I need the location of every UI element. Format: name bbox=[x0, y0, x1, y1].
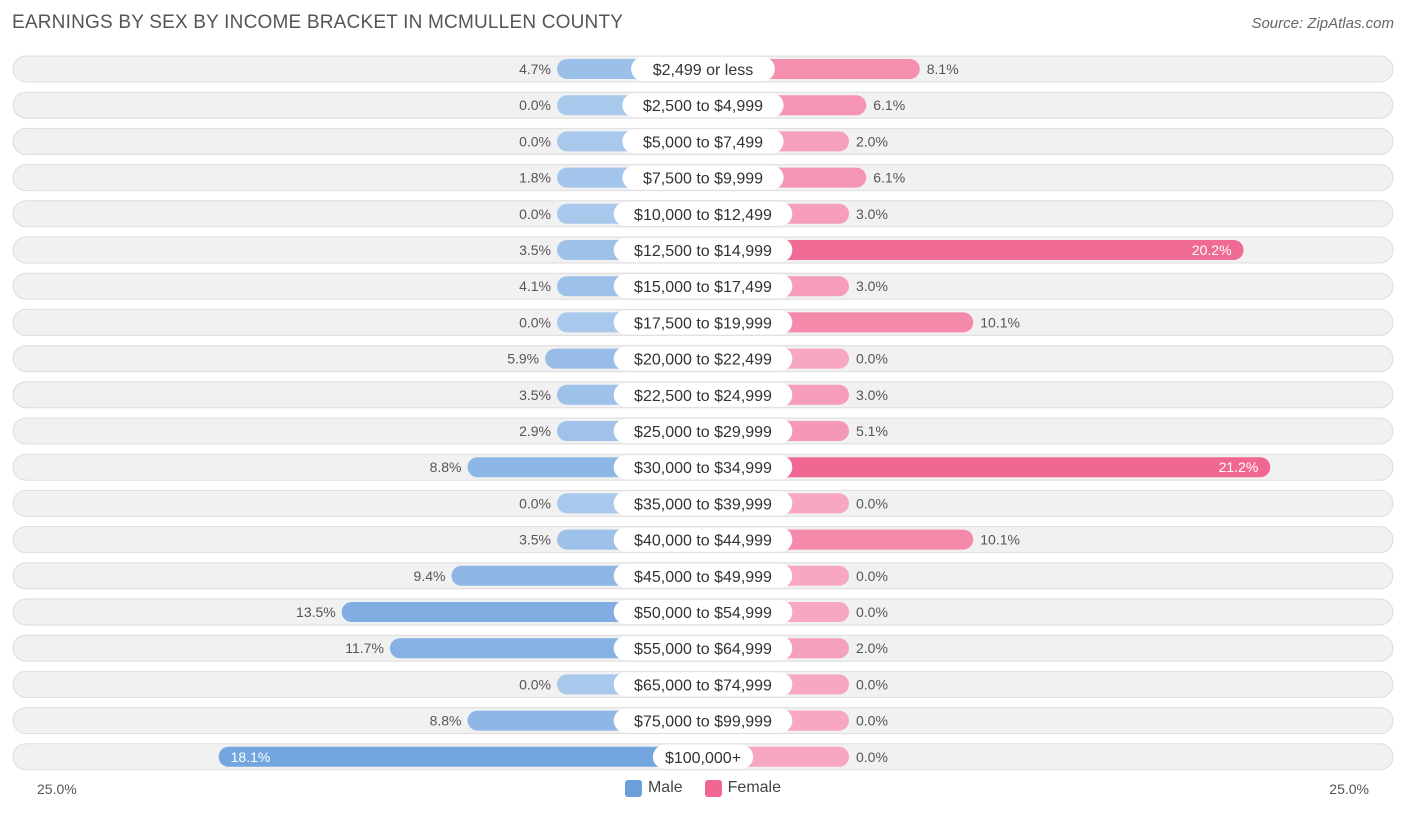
diverging-bar-chart: 4.7% 8.1% $2,499 or less 0.0% 6.1% $2,500 to … bbox=[12, 55, 1394, 771]
category-label: $45,000 to $49,999 bbox=[634, 569, 772, 586]
category-pill bbox=[652, 744, 754, 769]
male-value-label: 9.4% bbox=[414, 568, 446, 584]
female-swatch-icon bbox=[704, 779, 722, 797]
female-value-label: 10.1% bbox=[980, 532, 1020, 548]
male-value-label: 2.9% bbox=[519, 423, 551, 439]
legend: Male Female bbox=[0, 779, 1406, 797]
category-label: $55,000 to $64,999 bbox=[634, 641, 772, 658]
male-value-label: 13.5% bbox=[296, 604, 336, 620]
category-label: $100,000+ bbox=[665, 750, 741, 767]
category-label: $2,499 or less bbox=[653, 62, 754, 79]
category-pill bbox=[613, 600, 793, 624]
category-pill bbox=[613, 382, 793, 407]
female-value-label: 10.1% bbox=[980, 314, 1020, 330]
source-label: Source: ZipAtlas.com bbox=[1251, 15, 1394, 32]
chart-title: EARNINGS BY SEX BY INCOME BRACKET IN MCM… bbox=[12, 12, 624, 33]
male-swatch-icon bbox=[624, 779, 642, 797]
category-label: $15,000 to $17,499 bbox=[634, 279, 772, 296]
male-value-label: 8.8% bbox=[430, 459, 462, 475]
legend-female-label: Female bbox=[727, 779, 782, 796]
category-pill bbox=[613, 672, 793, 697]
category-label: $10,000 to $12,499 bbox=[634, 207, 772, 224]
category-pill bbox=[613, 310, 793, 335]
female-value-label: 3.0% bbox=[856, 387, 888, 403]
male-bar bbox=[341, 602, 703, 622]
category-label: $25,000 to $29,999 bbox=[634, 424, 772, 441]
female-value-label: 21.2% bbox=[1219, 459, 1259, 475]
category-pill bbox=[613, 274, 793, 299]
female-value-label: 2.0% bbox=[856, 640, 888, 656]
female-bar bbox=[703, 457, 1271, 478]
category-label: $30,000 to $34,999 bbox=[634, 460, 772, 477]
male-value-label: 18.1% bbox=[231, 749, 271, 765]
male-value-label: 11.7% bbox=[345, 640, 384, 656]
male-value-label: 0.0% bbox=[519, 206, 551, 222]
category-label: $75,000 to $99,999 bbox=[634, 714, 772, 731]
category-pill bbox=[622, 165, 784, 190]
category-label: $22,500 to $24,999 bbox=[634, 388, 772, 405]
category-pill bbox=[622, 93, 784, 118]
legend-item-female[interactable]: Female bbox=[704, 779, 782, 797]
category-label: $50,000 to $54,999 bbox=[634, 605, 772, 622]
category-pill bbox=[613, 346, 793, 371]
male-value-label: 0.0% bbox=[519, 495, 551, 511]
female-value-label: 0.0% bbox=[856, 351, 888, 367]
category-pill bbox=[613, 201, 793, 226]
category-pill bbox=[622, 129, 784, 154]
female-value-label: 3.0% bbox=[856, 278, 888, 294]
female-value-label: 0.0% bbox=[856, 568, 888, 584]
category-label: $65,000 to $74,999 bbox=[634, 677, 772, 694]
male-value-label: 1.8% bbox=[519, 170, 551, 186]
female-value-label: 3.0% bbox=[856, 206, 888, 222]
male-value-label: 0.0% bbox=[519, 314, 551, 330]
female-value-label: 0.0% bbox=[856, 604, 888, 620]
male-value-label: 3.5% bbox=[519, 387, 551, 403]
category-label: $12,500 to $14,999 bbox=[634, 243, 772, 260]
female-value-label: 0.0% bbox=[856, 495, 888, 511]
female-bar bbox=[703, 240, 1244, 260]
female-value-label: 0.0% bbox=[856, 713, 888, 729]
category-label: $2,500 to $4,999 bbox=[643, 98, 763, 115]
category-pill bbox=[613, 491, 793, 516]
male-value-label: 4.1% bbox=[519, 278, 551, 294]
female-value-label: 5.1% bbox=[856, 423, 888, 439]
category-pill bbox=[631, 57, 775, 81]
female-value-label: 6.1% bbox=[873, 97, 905, 113]
axis-left-label: 25.0% bbox=[37, 781, 77, 797]
category-label: $7,500 to $9,999 bbox=[643, 171, 763, 188]
male-bar bbox=[218, 746, 704, 767]
category-label: $17,500 to $19,999 bbox=[634, 315, 772, 332]
category-label: $35,000 to $39,999 bbox=[634, 496, 772, 513]
male-value-label: 0.0% bbox=[519, 676, 551, 692]
category-pill bbox=[613, 419, 793, 443]
category-pill bbox=[613, 527, 793, 552]
male-value-label: 5.9% bbox=[507, 351, 539, 367]
category-pill bbox=[613, 455, 793, 480]
male-value-label: 0.0% bbox=[519, 133, 551, 149]
female-value-label: 6.1% bbox=[873, 170, 905, 186]
category-label: $40,000 to $44,999 bbox=[634, 533, 772, 550]
male-value-label: 4.7% bbox=[519, 61, 551, 77]
female-value-label: 0.0% bbox=[856, 676, 888, 692]
male-value-label: 3.5% bbox=[519, 532, 551, 548]
category-label: $20,000 to $22,499 bbox=[634, 352, 772, 369]
legend-item-male[interactable]: Male bbox=[624, 779, 683, 797]
male-value-label: 0.0% bbox=[519, 97, 551, 113]
category-pill bbox=[613, 563, 793, 588]
category-pill bbox=[613, 636, 793, 661]
axis-right-label: 25.0% bbox=[1329, 781, 1369, 797]
category-pill bbox=[613, 708, 793, 733]
category-pill bbox=[613, 238, 793, 262]
female-value-label: 20.2% bbox=[1192, 242, 1232, 258]
female-value-label: 2.0% bbox=[856, 133, 888, 149]
female-value-label: 8.1% bbox=[927, 61, 959, 77]
female-value-label: 0.0% bbox=[856, 749, 888, 765]
category-label: $5,000 to $7,499 bbox=[643, 134, 763, 151]
male-value-label: 3.5% bbox=[519, 242, 551, 258]
male-value-label: 8.8% bbox=[430, 713, 462, 729]
legend-male-label: Male bbox=[647, 779, 683, 796]
